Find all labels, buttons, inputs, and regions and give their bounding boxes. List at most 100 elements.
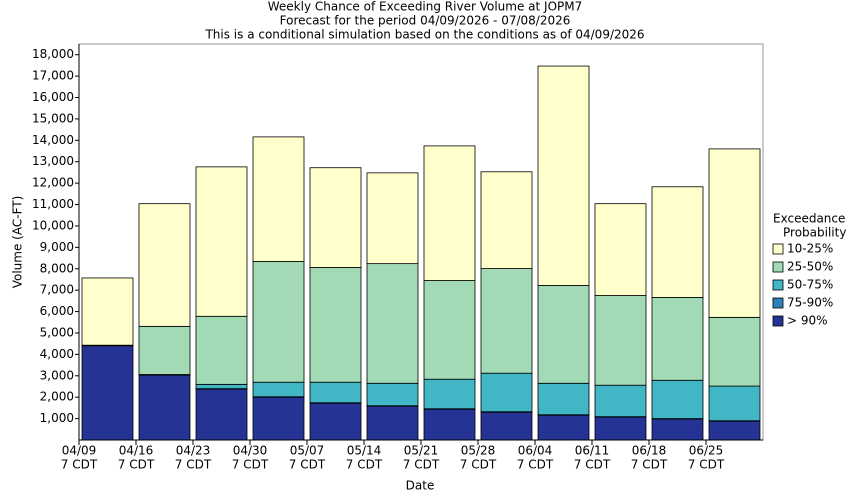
x-tick-label: 06/04: [518, 444, 553, 458]
bar-segment: [252, 136, 305, 262]
legend-swatch: [772, 243, 784, 255]
bar-segment: [366, 382, 419, 407]
y-tick-label: 9,000: [40, 240, 74, 254]
bar-segment: [81, 277, 134, 346]
bar-segment: [252, 381, 305, 398]
bar-segment: [594, 384, 647, 418]
bar-segment: [138, 325, 191, 375]
bar-segment: [81, 345, 134, 441]
chart-subtitle: Forecast for the period 04/09/2026 - 07/…: [280, 14, 571, 28]
y-tick-label: 3,000: [40, 368, 74, 382]
y-tick-label: 6,000: [40, 304, 74, 318]
legend-label: 75-90%: [787, 296, 833, 310]
x-tick-label: 06/25: [689, 444, 724, 458]
bar-segment: [651, 186, 704, 298]
bar-segment: [708, 316, 761, 387]
x-axis-label: Date: [406, 479, 435, 493]
x-tick-label: 04/30: [233, 444, 268, 458]
y-tick-label: 15,000: [32, 111, 74, 125]
bar-segment: [195, 388, 248, 441]
bar-segment: [195, 315, 248, 385]
legend-label: 25-50%: [787, 260, 833, 274]
legend-label: 50-75%: [787, 278, 833, 292]
legend-swatch: [772, 315, 784, 327]
bar-segment: [138, 374, 191, 441]
legend-label: > 90%: [787, 314, 828, 328]
x-tick-label: 04/23: [176, 444, 211, 458]
x-tick-sublabel: 7 CDT: [688, 458, 725, 472]
bar-segment: [594, 203, 647, 296]
y-axis-label: Volume (AC-FT): [11, 196, 25, 289]
bar-segment: [537, 65, 590, 286]
x-tick-label: 05/28: [461, 444, 496, 458]
legend-swatch: [772, 297, 784, 309]
y-tick-label: 5,000: [40, 325, 74, 339]
bar-segment: [309, 267, 362, 383]
y-tick-label: 1,000: [40, 411, 74, 425]
bar-segment: [594, 416, 647, 441]
x-tick-sublabel: 7 CDT: [232, 458, 269, 472]
x-tick-sublabel: 7 CDT: [61, 458, 98, 472]
y-tick-label: 11,000: [32, 197, 74, 211]
bar-segment: [195, 166, 248, 317]
bar-segment: [423, 280, 476, 380]
y-tick-label: 18,000: [32, 47, 74, 61]
bar-segment: [708, 420, 761, 441]
y-tick-label: 14,000: [32, 133, 74, 147]
bar-segment: [309, 402, 362, 441]
bar-segment: [366, 172, 419, 265]
bar-segment: [651, 379, 704, 419]
x-tick-sublabel: 7 CDT: [289, 458, 326, 472]
bar-segment: [537, 414, 590, 441]
bar-segment: [423, 378, 476, 410]
y-tick-label: 8,000: [40, 261, 74, 275]
legend-title: Probability: [783, 226, 846, 240]
x-tick-label: 05/21: [404, 444, 439, 458]
x-tick-sublabel: 7 CDT: [460, 458, 497, 472]
bar-segment: [423, 408, 476, 441]
y-tick-label: 16,000: [32, 90, 74, 104]
y-tick-label: 2,000: [40, 390, 74, 404]
bar-segment: [366, 405, 419, 441]
y-tick-label: 17,000: [32, 69, 74, 83]
bar-segment: [651, 418, 704, 441]
bar-segment: [708, 385, 761, 422]
y-tick-label: 13,000: [32, 154, 74, 168]
y-tick-label: 12,000: [32, 176, 74, 190]
bar-segment: [366, 263, 419, 384]
bar-segment: [537, 382, 590, 416]
legend-swatch: [772, 279, 784, 291]
bar-segment: [480, 171, 533, 269]
legend-label: 10-25%: [787, 242, 833, 256]
bar-segment: [480, 411, 533, 441]
x-tick-label: 06/11: [575, 444, 610, 458]
plot-area: [78, 43, 764, 441]
x-tick-label: 04/09: [62, 444, 97, 458]
x-tick-label: 05/07: [290, 444, 325, 458]
x-tick-label: 06/18: [632, 444, 667, 458]
bar-segment: [138, 203, 191, 327]
x-tick-sublabel: 7 CDT: [346, 458, 383, 472]
x-tick-sublabel: 7 CDT: [403, 458, 440, 472]
bar-segment: [252, 396, 305, 441]
bar-segment: [480, 268, 533, 374]
x-tick-sublabel: 7 CDT: [175, 458, 212, 472]
legend-swatch: [772, 261, 784, 273]
x-tick-sublabel: 7 CDT: [118, 458, 155, 472]
bar-segment: [195, 383, 248, 390]
bar-segment: [651, 297, 704, 381]
chart-title: Weekly Chance of Exceeding River Volume …: [268, 0, 583, 14]
bar-segment: [423, 145, 476, 281]
bar-segment: [252, 261, 305, 383]
bar-segment: [309, 167, 362, 268]
y-tick-label: 4,000: [40, 347, 74, 361]
legend-title: Exceedance: [773, 212, 845, 226]
x-tick-sublabel: 7 CDT: [631, 458, 668, 472]
y-tick-label: 7,000: [40, 283, 74, 297]
bar-segment: [309, 381, 362, 404]
chart-subtitle: This is a conditional simulation based o…: [204, 28, 644, 42]
x-tick-sublabel: 7 CDT: [574, 458, 611, 472]
bar-segment: [708, 148, 761, 318]
x-tick-label: 05/14: [347, 444, 382, 458]
